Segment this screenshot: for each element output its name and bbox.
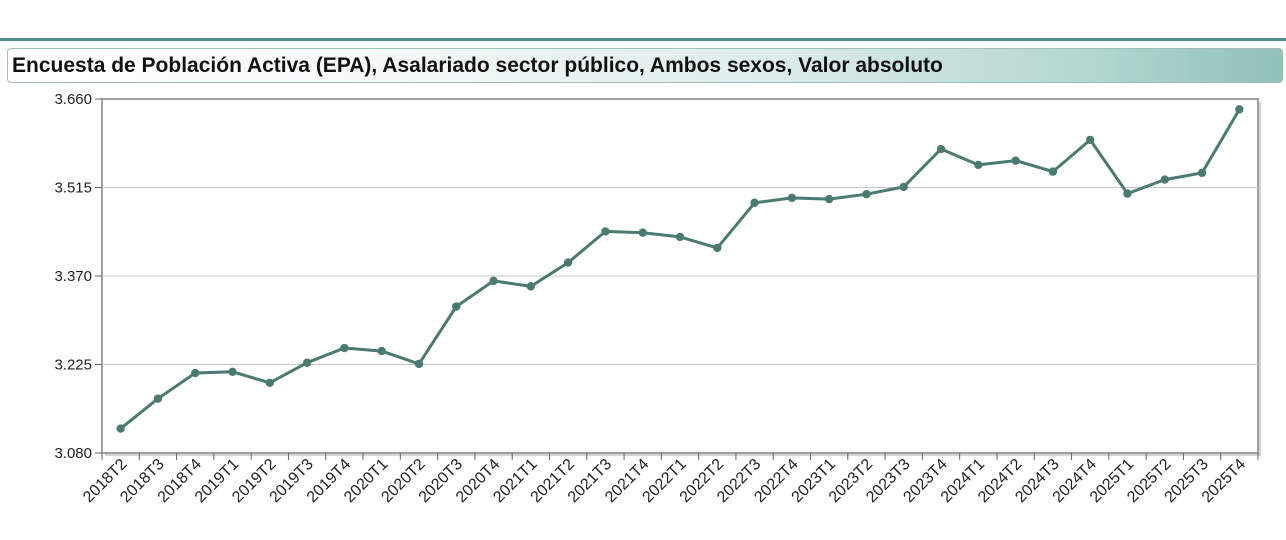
- data-point: [675, 232, 685, 242]
- data-point: [601, 227, 610, 236]
- y-tick-label: 3.660: [54, 91, 92, 108]
- data-point: [936, 144, 946, 154]
- data-point: [340, 343, 349, 353]
- data-point: [414, 359, 424, 369]
- top-accent-rule: [0, 38, 1286, 41]
- data-point: [1160, 175, 1169, 184]
- y-tick-label: 3.370: [54, 268, 92, 285]
- data-point: [862, 190, 871, 199]
- y-tick-label: 3.225: [54, 357, 92, 374]
- data-point: [302, 358, 312, 367]
- data-point: [489, 276, 498, 286]
- data-point: [638, 228, 647, 237]
- chart-title: Encuesta de Población Activa (EPA), Asal…: [12, 54, 943, 77]
- data-point: [1123, 189, 1132, 198]
- data-point: [116, 424, 125, 433]
- data-point: [787, 193, 797, 203]
- data-point: [526, 282, 536, 291]
- data-point: [228, 367, 237, 377]
- data-point: [1235, 105, 1244, 114]
- data-point: [191, 368, 200, 378]
- y-tick-label: 3.515: [54, 180, 92, 197]
- data-point: [1011, 156, 1020, 165]
- data-point: [563, 258, 573, 267]
- data-point: [974, 160, 983, 170]
- data-point: [824, 194, 834, 204]
- y-tick-label: 3.080: [54, 445, 92, 462]
- data-point: [377, 346, 386, 356]
- data-point: [1197, 168, 1207, 178]
- data-point: [899, 182, 908, 192]
- data-point: [1048, 167, 1058, 176]
- chart-title-bar: Encuesta de Población Activa (EPA), Asal…: [7, 48, 1283, 83]
- data-point: [750, 198, 759, 207]
- data-point: [265, 378, 275, 388]
- data-point: [452, 302, 461, 311]
- data-point: [713, 243, 722, 253]
- data-point: [1085, 135, 1095, 145]
- data-point: [153, 394, 163, 403]
